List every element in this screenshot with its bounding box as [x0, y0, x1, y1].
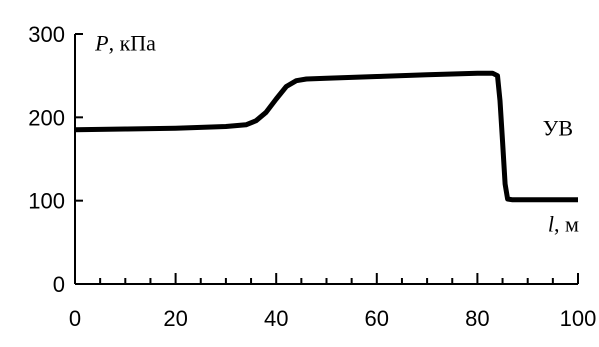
series-line: [74, 70, 578, 203]
x-tick-label: 20: [163, 306, 187, 331]
y-tick-label: 100: [28, 189, 65, 214]
annotation-xlabel: l, м: [548, 212, 579, 237]
x-tick-label: 0: [69, 306, 81, 331]
annotation-uv: УВ: [543, 116, 573, 141]
x-tick-label: 80: [465, 306, 489, 331]
plot-area: [74, 70, 578, 203]
y-axis: 0 100 200 300: [28, 22, 83, 297]
x-ticks: 0 20 40 60 80 100: [69, 273, 596, 331]
y-tick-label: 300: [28, 22, 65, 47]
y-tick-label: 200: [28, 105, 65, 130]
x-tick-label: 40: [264, 306, 288, 331]
y-ticks: 0 100 200 300: [28, 22, 83, 297]
annotation-ylabel: P, кПа: [94, 31, 156, 56]
x-tick-label: 100: [560, 306, 597, 331]
x-axis: 0 20 40 60 80 100: [69, 273, 596, 331]
annotations: P, кПа l, м УВ: [94, 31, 579, 237]
y-tick-label: 0: [53, 272, 65, 297]
x-tick-label: 60: [365, 306, 389, 331]
